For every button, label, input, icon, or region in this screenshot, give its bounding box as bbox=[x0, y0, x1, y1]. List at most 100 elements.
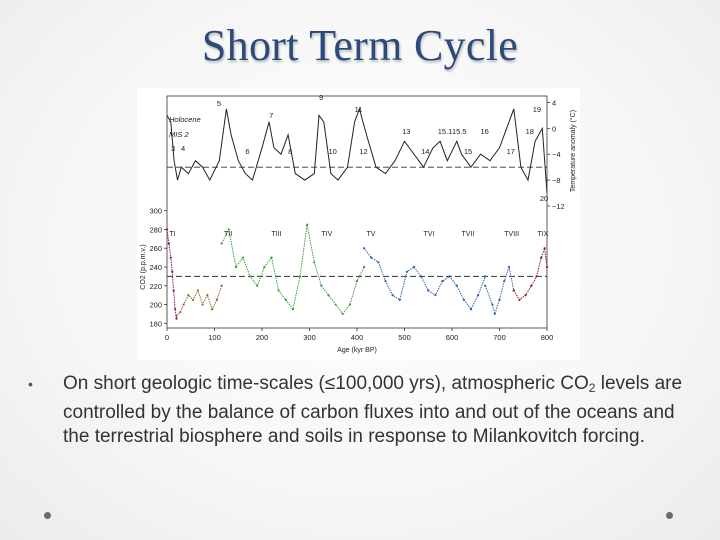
termination-label: TVIII bbox=[504, 231, 519, 238]
co2-data-point bbox=[493, 312, 496, 316]
temp-event-label: MIS 2 bbox=[169, 130, 189, 139]
co2-data-point bbox=[172, 289, 175, 292]
x-tick-label: 700 bbox=[493, 333, 506, 342]
co2-data-point bbox=[405, 270, 408, 273]
co2-data-point bbox=[441, 279, 444, 283]
co2-data-point bbox=[355, 279, 359, 283]
x-tick-label: 0 bbox=[165, 333, 169, 342]
temp-event-label: 18 bbox=[526, 127, 534, 136]
temp-event-label: 5 bbox=[217, 99, 221, 108]
co2-data-point bbox=[215, 298, 218, 301]
co2-tick-label: 300 bbox=[149, 207, 162, 216]
temp-tick-label: 4 bbox=[552, 98, 556, 107]
co2-series-line-6 bbox=[513, 248, 548, 301]
bullet-text-main: On short geologic time-scales (≤100,000 … bbox=[63, 373, 589, 394]
co2-data-point bbox=[201, 303, 204, 306]
temp-event-label: 3 bbox=[171, 144, 175, 153]
co2-data-point bbox=[524, 294, 527, 297]
temp-event-label: 10 bbox=[329, 147, 337, 156]
co2-data-point bbox=[412, 265, 416, 269]
co2-data-point bbox=[370, 256, 373, 259]
bullet-text-rest: levels are controlled by the balance of … bbox=[63, 373, 683, 447]
temp-event-label: 19 bbox=[533, 105, 541, 114]
co2-tick-label: 180 bbox=[149, 319, 162, 328]
co2-data-point bbox=[462, 298, 465, 301]
temp-tick-label: −12 bbox=[552, 202, 565, 211]
x-tick-label: 800 bbox=[541, 333, 554, 342]
slide-title: Short Term Cycle bbox=[201, 21, 519, 70]
temp-event-label: 17 bbox=[507, 147, 515, 156]
temp-event-label: 9 bbox=[319, 93, 323, 102]
co2-data-point bbox=[167, 242, 170, 245]
co2-data-point bbox=[291, 308, 294, 311]
x-tick-label: 600 bbox=[446, 333, 459, 342]
co2-data-point bbox=[530, 284, 533, 287]
plot-frame bbox=[166, 95, 548, 329]
co2-data-point bbox=[477, 294, 480, 297]
co2-data-point bbox=[384, 279, 387, 283]
co2-data-point bbox=[518, 298, 521, 301]
temp-event-label: 16 bbox=[481, 127, 489, 136]
bullet-subscript: 2 bbox=[588, 381, 596, 395]
temp-event-label: 15.1 bbox=[438, 127, 453, 136]
co2-data-point bbox=[348, 303, 351, 306]
co2-series-line-2 bbox=[176, 285, 223, 317]
co2-data-point bbox=[220, 242, 223, 245]
x-tick-label: 100 bbox=[208, 333, 221, 342]
co2-data-point bbox=[249, 275, 252, 278]
co2-data-point bbox=[270, 256, 273, 259]
co2-data-point bbox=[455, 284, 458, 287]
co2-data-point bbox=[498, 298, 501, 301]
temp-event-label: 13 bbox=[402, 127, 410, 136]
co2-data-point bbox=[234, 265, 237, 269]
temp-tick-label: −4 bbox=[552, 150, 561, 159]
temp-event-label: 11 bbox=[355, 105, 363, 114]
co2-data-point bbox=[448, 275, 451, 278]
co2-data-point bbox=[363, 247, 366, 250]
co2-data-point bbox=[313, 261, 316, 264]
co2-data-point bbox=[491, 303, 494, 306]
co2-tick-label: 240 bbox=[149, 263, 162, 272]
co2-data-point bbox=[196, 289, 199, 292]
co2-data-point bbox=[334, 303, 337, 306]
termination-label: TVI bbox=[424, 231, 435, 238]
co2-data-point bbox=[220, 284, 223, 287]
temp-event-label: 14 bbox=[421, 147, 429, 156]
co2-series-line-3 bbox=[221, 224, 365, 315]
co2-data-point bbox=[535, 275, 538, 278]
termination-label: TIV bbox=[321, 231, 332, 238]
co2-data-point bbox=[306, 223, 309, 226]
temp-axis-label: Temperature anomaly (°C) bbox=[569, 110, 577, 192]
x-tick-label: 300 bbox=[303, 333, 316, 342]
co2-data-point bbox=[427, 289, 430, 292]
co2-tick-label: 280 bbox=[149, 225, 162, 234]
termination-label: TVII bbox=[462, 231, 475, 238]
co2-data-point bbox=[434, 294, 437, 297]
x-axis-label: Age (kyr BP) bbox=[337, 347, 377, 354]
co2-data-point bbox=[398, 298, 401, 301]
co2-data-point bbox=[192, 298, 195, 301]
temp-event-label: 4 bbox=[181, 144, 185, 153]
co2-data-point bbox=[484, 284, 487, 287]
temp-event-label: 12 bbox=[359, 147, 367, 156]
co2-data-point bbox=[503, 279, 506, 283]
slide-dot-left bbox=[44, 512, 51, 519]
termination-label: TI bbox=[169, 231, 175, 238]
co2-data-point bbox=[179, 310, 182, 314]
x-tick-label: 500 bbox=[398, 333, 411, 342]
chart-svg: 0 100 200 300 400 500 600 700 800 Age (kyr BP) 4 0 −… bbox=[140, 93, 577, 354]
co2-data-point bbox=[187, 294, 190, 297]
co2-tick-label: 200 bbox=[149, 301, 162, 310]
co2-data-point bbox=[512, 289, 515, 292]
co2-data-point bbox=[391, 294, 394, 297]
x-tick-label: 200 bbox=[256, 333, 269, 342]
temp-event-label: 15.5 bbox=[452, 127, 467, 136]
termination-label: TV bbox=[367, 231, 376, 238]
co2-series-line-4 bbox=[363, 247, 486, 311]
co2-data-point bbox=[484, 275, 487, 278]
bullet-text: On short geologic time-scales (≤100,000 … bbox=[63, 372, 688, 450]
co2-data-point bbox=[507, 265, 511, 269]
termination-label: TIX bbox=[538, 231, 549, 238]
co2-data-point bbox=[543, 247, 546, 250]
co2-data-point bbox=[173, 308, 177, 311]
